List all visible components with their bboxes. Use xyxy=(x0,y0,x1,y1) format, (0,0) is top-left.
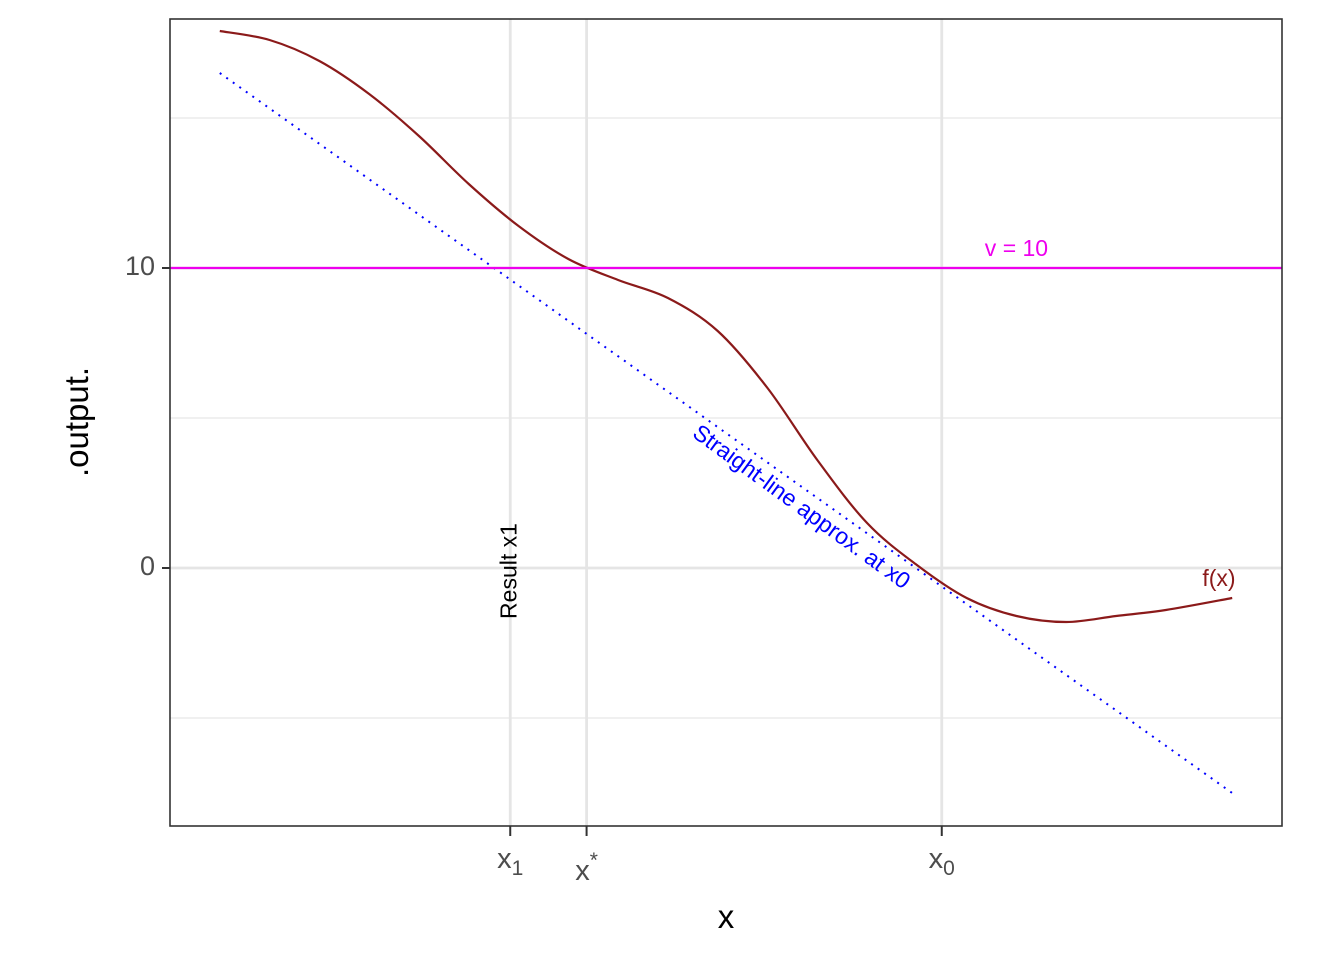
annotation-result-x1: Result x1 xyxy=(495,523,521,619)
annotation-f-x: f(x) xyxy=(1202,565,1235,591)
axis-layer: 0 10 x1 x* x0 xyxy=(125,251,955,887)
x-axis-title: x xyxy=(718,898,735,935)
plot-border xyxy=(169,18,1283,827)
plot-panel xyxy=(170,19,1282,826)
y-tick-label: 0 xyxy=(140,551,155,581)
y-tick-label: 10 xyxy=(125,251,155,281)
x-tick-label: x1 xyxy=(497,843,523,880)
series-line-f-x xyxy=(219,29,1233,624)
series-layer xyxy=(170,29,1282,794)
y-axis-title: .output. xyxy=(58,367,95,477)
annotation-v-10: v = 10 xyxy=(985,235,1048,261)
x-tick-label: x* xyxy=(575,849,598,887)
x-tick-label: x0 xyxy=(929,843,955,880)
